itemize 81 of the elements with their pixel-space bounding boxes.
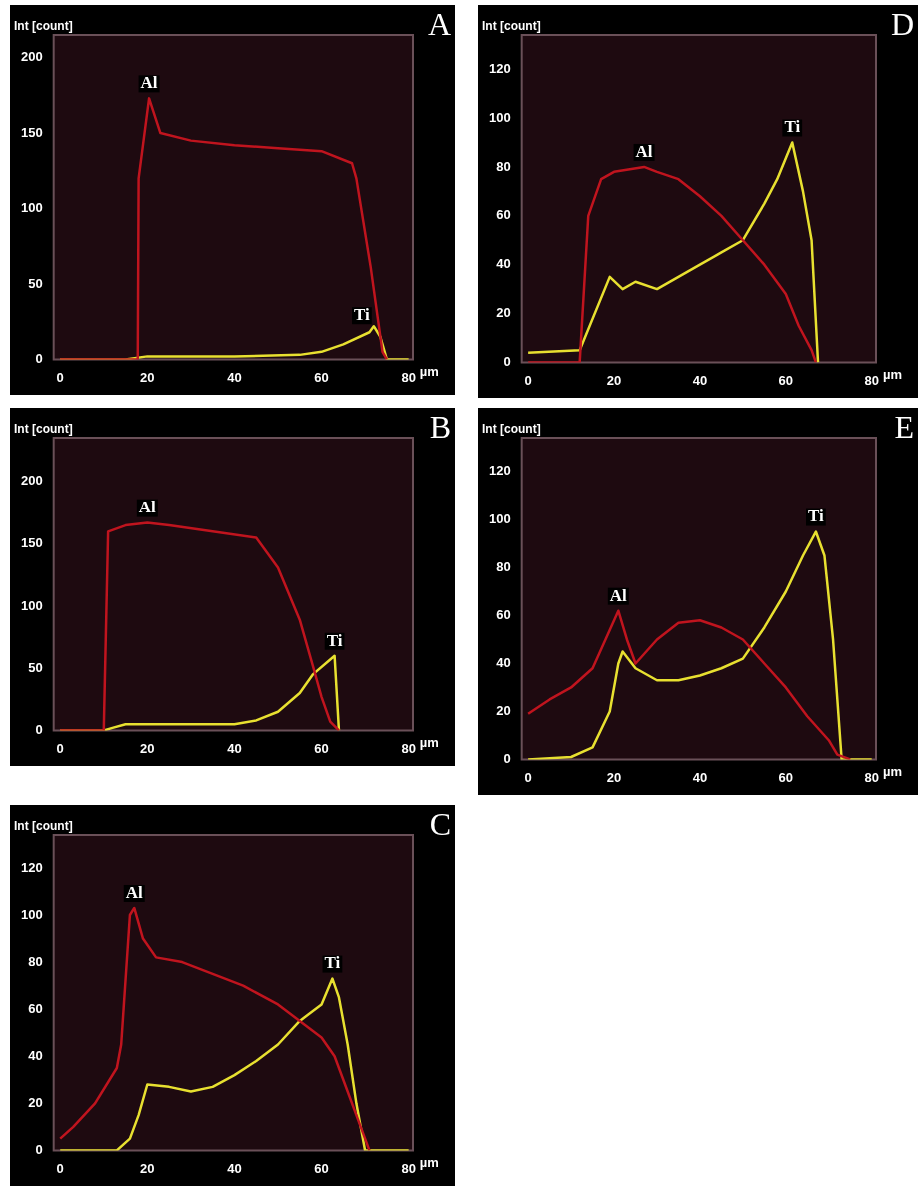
x-tick-label: 20 — [606, 769, 622, 785]
x-tick-label: 40 — [692, 769, 708, 785]
y-tick-label: 20 — [28, 1094, 43, 1110]
y-tick-label: 40 — [28, 1047, 43, 1063]
series-label: Ti — [808, 506, 825, 526]
y-tick-label: 0 — [35, 1141, 43, 1157]
y-tick-label: 60 — [496, 207, 511, 223]
series-label: Al — [125, 882, 144, 902]
y-tick-label: 0 — [503, 750, 511, 766]
x-tick-label: 40 — [692, 372, 708, 388]
y-tick-label: 100 — [20, 906, 43, 922]
y-tick-label: 50 — [28, 659, 43, 675]
x-axis-title: µm — [882, 367, 902, 383]
y-tick-label: 120 — [488, 463, 511, 479]
series-label: Ti — [326, 630, 343, 650]
chart-title: D — [890, 6, 914, 43]
y-axis-title: Int [count] — [482, 19, 541, 34]
x-tick-label: 40 — [227, 740, 242, 756]
series-label: Al — [609, 585, 628, 605]
series-label: Ti — [324, 953, 341, 973]
x-tick-label: 80 — [864, 769, 879, 785]
x-axis-title: µm — [419, 364, 439, 380]
y-tick-label: 100 — [488, 109, 511, 125]
x-tick-label: 40 — [227, 369, 242, 385]
y-tick-label: 80 — [496, 158, 511, 174]
y-tick-label: 60 — [496, 607, 511, 623]
y-tick-label: 100 — [20, 200, 43, 216]
y-tick-label: 150 — [20, 124, 43, 140]
x-tick-label: 20 — [140, 1160, 155, 1176]
y-tick-label: 100 — [488, 511, 511, 527]
y-tick-label: 0 — [35, 721, 43, 737]
x-tick-label: 0 — [56, 1160, 64, 1176]
y-tick-label: 80 — [496, 559, 511, 575]
y-tick-label: 50 — [28, 275, 43, 291]
y-axis-title: Int [count] — [14, 19, 73, 34]
y-tick-label: 100 — [20, 597, 43, 613]
y-axis-title: Int [count] — [14, 422, 73, 437]
y-tick-label: 40 — [496, 256, 511, 272]
x-axis-title: µm — [882, 764, 902, 780]
x-tick-label: 0 — [524, 372, 532, 388]
chart-title: E — [894, 409, 914, 446]
x-tick-label: 80 — [401, 369, 416, 385]
chart-title: A — [427, 6, 451, 43]
x-tick-label: 60 — [314, 1160, 329, 1176]
x-axis-title: µm — [419, 735, 439, 751]
x-tick-label: 0 — [56, 369, 64, 385]
y-tick-label: 60 — [28, 1000, 43, 1016]
series-label: Ti — [354, 305, 371, 325]
y-tick-label: 150 — [20, 535, 43, 551]
series-label: Al — [140, 73, 158, 93]
y-tick-label: 0 — [35, 350, 43, 366]
x-tick-label: 0 — [56, 740, 64, 756]
y-tick-label: 120 — [488, 60, 511, 76]
x-tick-label: 60 — [314, 740, 329, 756]
x-tick-label: 40 — [227, 1160, 242, 1176]
x-tick-label: 0 — [524, 769, 532, 785]
x-tick-label: 20 — [140, 740, 155, 756]
y-tick-label: 40 — [496, 655, 511, 671]
y-axis-title: Int [count] — [14, 819, 73, 834]
y-axis-title: Int [count] — [482, 422, 541, 437]
y-tick-label: 80 — [28, 953, 43, 969]
series-label: Ti — [784, 117, 801, 137]
x-tick-label: 80 — [401, 740, 416, 756]
x-tick-label: 60 — [314, 369, 329, 385]
chart-title: B — [429, 409, 451, 446]
y-tick-label: 120 — [20, 859, 43, 875]
x-tick-label: 60 — [778, 769, 794, 785]
y-tick-label: 20 — [496, 305, 511, 321]
y-tick-label: 200 — [20, 49, 43, 65]
y-tick-label: 20 — [496, 703, 511, 719]
x-tick-label: 60 — [778, 372, 794, 388]
x-axis-title: µm — [419, 1155, 439, 1171]
series-label: Al — [138, 497, 157, 517]
series-label: Al — [635, 141, 653, 161]
x-tick-label: 80 — [864, 372, 879, 388]
y-tick-label: 200 — [20, 473, 43, 489]
y-tick-label: 0 — [503, 353, 511, 369]
chart-title: C — [429, 806, 451, 843]
x-tick-label: 20 — [140, 369, 155, 385]
x-tick-label: 80 — [401, 1160, 416, 1176]
x-tick-label: 20 — [606, 372, 622, 388]
